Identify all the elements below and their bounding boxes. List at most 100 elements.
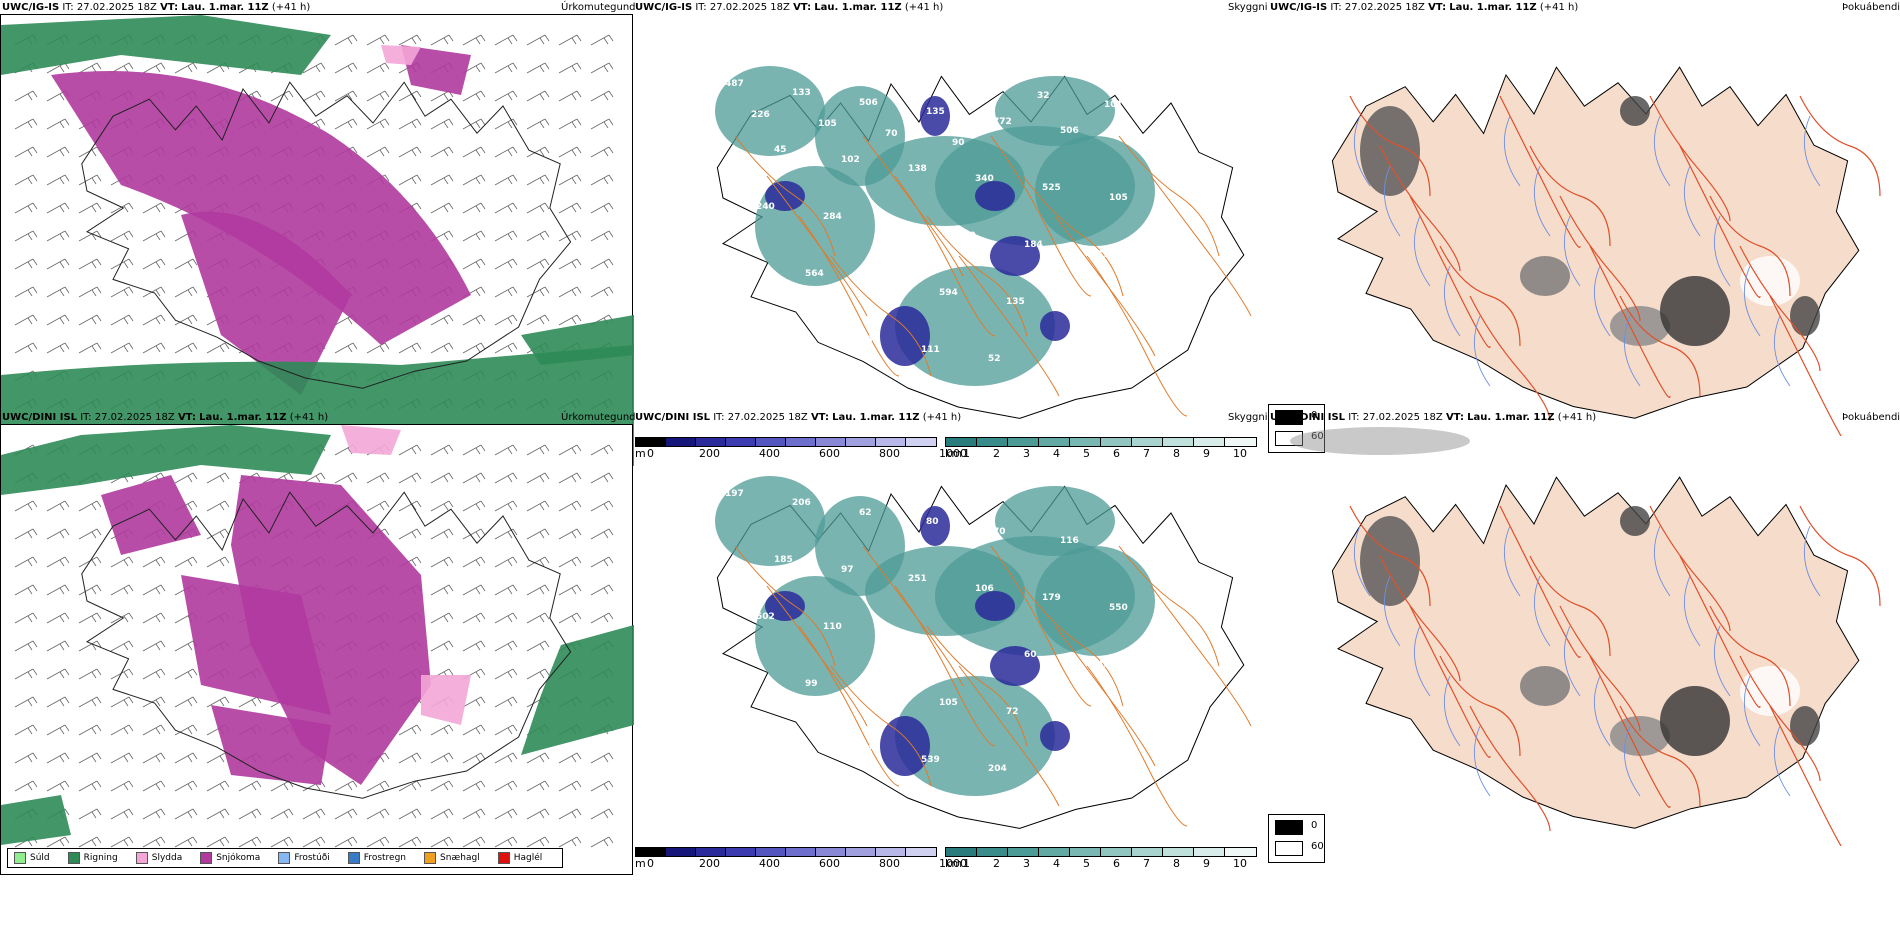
wind-barb-icon bbox=[462, 342, 486, 354]
wind-barb-icon bbox=[334, 472, 358, 484]
colorbar-tick: 4 bbox=[1053, 857, 1060, 870]
colorbar-tick: 8 bbox=[1173, 857, 1180, 870]
road-line bbox=[1054, 625, 1156, 767]
wind-barb-icon bbox=[494, 202, 518, 214]
wind-barb-icon bbox=[78, 696, 102, 708]
wind-barb-icon bbox=[366, 62, 390, 74]
colorbar-segment bbox=[1224, 847, 1257, 857]
road-line bbox=[830, 255, 932, 377]
colorbar-segment bbox=[635, 847, 667, 857]
header-it-label: IT: bbox=[80, 412, 92, 423]
river-line bbox=[1383, 165, 1401, 237]
wind-barb-icon bbox=[110, 612, 134, 624]
wind-barb-icon bbox=[558, 314, 582, 326]
wind-barb-icon bbox=[142, 780, 166, 792]
wind-barb-icon bbox=[558, 90, 582, 102]
road-line bbox=[1679, 145, 1761, 298]
wind-barb-icon bbox=[494, 668, 518, 680]
colorbar-tick: 200 bbox=[699, 857, 720, 870]
wind-barb-icon bbox=[142, 314, 166, 326]
wind-barb-icon bbox=[110, 836, 134, 848]
colorbar-tick: 800 bbox=[879, 857, 900, 870]
wind-barb-icon bbox=[46, 724, 70, 736]
wind-barb-icon bbox=[526, 90, 550, 102]
wind-barb-icon bbox=[14, 780, 38, 792]
wind-barb-icon bbox=[46, 174, 70, 186]
wind-barb-icon bbox=[142, 556, 166, 568]
wind-barb-icon bbox=[494, 696, 518, 708]
wind-barb-icon bbox=[430, 444, 454, 456]
fog-area bbox=[1520, 256, 1570, 296]
wind-barb-icon bbox=[462, 612, 486, 624]
cloud-base-value: 90 bbox=[952, 138, 965, 148]
river-line bbox=[1503, 525, 1521, 597]
wind-barb-icon bbox=[558, 556, 582, 568]
wind-barb-icon bbox=[590, 472, 614, 484]
legend-label: Slydda bbox=[151, 853, 183, 863]
wind-barb-icon bbox=[494, 174, 518, 186]
river-line bbox=[1443, 265, 1461, 337]
wind-barb-icon bbox=[526, 118, 550, 130]
colorbar-tick: 1 bbox=[963, 447, 970, 460]
river-line bbox=[1563, 215, 1581, 287]
wind-barb-icon bbox=[174, 556, 198, 568]
cloud-base-value: 105 bbox=[939, 698, 958, 708]
wind-barb-icon bbox=[494, 118, 518, 130]
wind-barb-icon bbox=[270, 808, 294, 820]
wind-barb-icon bbox=[110, 724, 134, 736]
fog-panel-title: Þokuábendi bbox=[1842, 2, 1900, 13]
wind-barb-icon bbox=[526, 62, 550, 74]
road-line bbox=[1649, 95, 1731, 222]
wind-barb-icon bbox=[558, 836, 582, 848]
wind-barb-icon bbox=[206, 556, 230, 568]
river-line bbox=[1473, 725, 1491, 797]
wind-barb-icon bbox=[526, 286, 550, 298]
road-line bbox=[1619, 705, 1701, 807]
road-line bbox=[1559, 605, 1641, 732]
wind-barb-icon bbox=[206, 780, 230, 792]
wind-barb-icon bbox=[558, 258, 582, 270]
wind-barb-icon bbox=[366, 342, 390, 354]
wind-barb-icon bbox=[462, 584, 486, 596]
precip-legend-item: Snjókoma bbox=[200, 852, 260, 864]
cloud-base-value: 179 bbox=[872, 688, 891, 698]
legend-label: Haglél bbox=[513, 853, 543, 863]
wind-barb-icon bbox=[174, 342, 198, 354]
wind-barb-icon bbox=[174, 780, 198, 792]
road-line bbox=[1118, 545, 1220, 667]
colorbar-tick: 200 bbox=[699, 447, 720, 460]
wind-barb-icon bbox=[78, 808, 102, 820]
colorbar-unit: km bbox=[945, 857, 963, 870]
fog-area bbox=[1790, 296, 1820, 336]
fog-legend-swatch-low bbox=[1275, 410, 1303, 425]
wind-barb-icon bbox=[78, 314, 102, 326]
wind-barb-icon bbox=[462, 640, 486, 652]
colorbar-tick: 0 bbox=[647, 857, 654, 870]
wind-barb-icon bbox=[174, 286, 198, 298]
header-model: UWC/IG-IS bbox=[1270, 2, 1328, 13]
cloud-base-value: 97 bbox=[841, 565, 854, 575]
wind-barb-icon bbox=[494, 314, 518, 326]
header-lead: (+41 h) bbox=[904, 2, 944, 13]
wind-barb-icon bbox=[238, 808, 262, 820]
wind-barb-icon bbox=[430, 780, 454, 792]
cloud-base-value: 113 bbox=[854, 335, 873, 345]
road-line bbox=[1499, 505, 1581, 658]
road-line bbox=[1709, 605, 1791, 707]
visibility-area bbox=[1035, 136, 1155, 246]
wind-barb-icon bbox=[142, 258, 166, 270]
road-line bbox=[1529, 555, 1611, 657]
cloud-base-value: 99 bbox=[805, 679, 818, 689]
coastline bbox=[81, 81, 572, 389]
cloud-base-value: 91 bbox=[957, 641, 970, 651]
wind-barb-icon bbox=[46, 500, 70, 512]
wind-barb-icon bbox=[46, 342, 70, 354]
wind-barb-icon bbox=[14, 118, 38, 130]
colorbar-unit: m bbox=[635, 857, 646, 870]
header-it-label: IT: bbox=[713, 412, 725, 423]
wind-barb-icon bbox=[14, 752, 38, 764]
wind-barb-icon bbox=[590, 780, 614, 792]
wind-barb-icon bbox=[110, 696, 134, 708]
wind-barb-icon bbox=[430, 724, 454, 736]
cloud-base-value: 184 bbox=[1024, 240, 1043, 250]
